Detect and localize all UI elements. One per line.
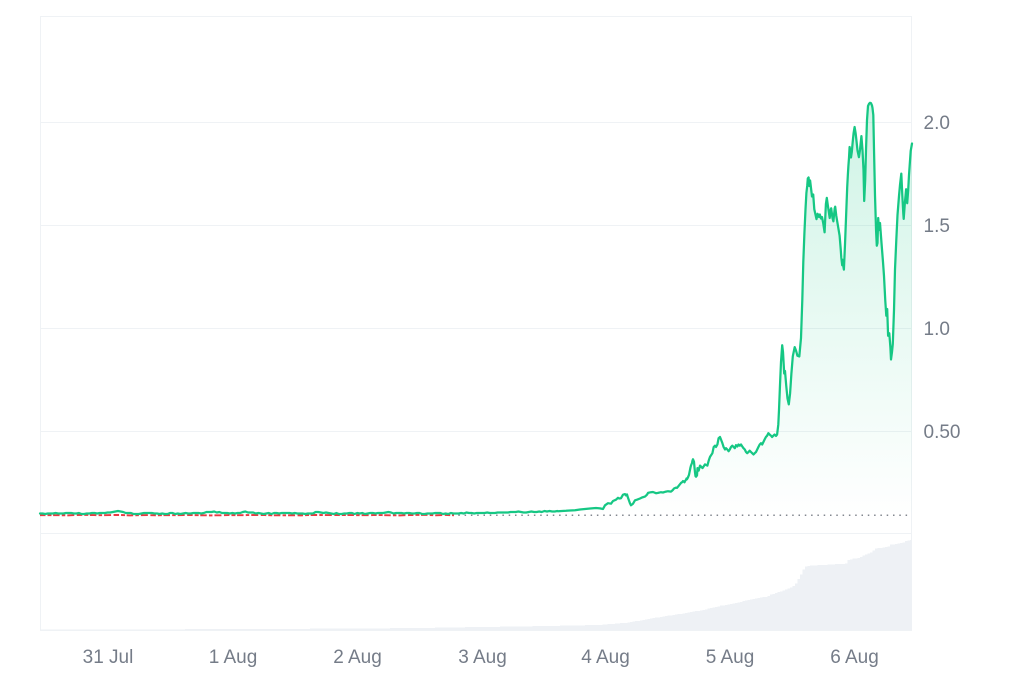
svg-text:1.0: 1.0 bbox=[924, 319, 950, 340]
svg-text:2.0: 2.0 bbox=[924, 113, 950, 134]
svg-text:1 Aug: 1 Aug bbox=[209, 647, 258, 668]
svg-text:0.50: 0.50 bbox=[924, 422, 961, 443]
svg-text:3 Aug: 3 Aug bbox=[458, 647, 507, 668]
svg-text:4 Aug: 4 Aug bbox=[581, 647, 630, 668]
svg-text:31 Jul: 31 Jul bbox=[83, 647, 134, 668]
svg-text:2 Aug: 2 Aug bbox=[333, 647, 382, 668]
svg-text:1.5: 1.5 bbox=[924, 216, 950, 237]
svg-text:6 Aug: 6 Aug bbox=[830, 647, 879, 668]
svg-text:5 Aug: 5 Aug bbox=[706, 647, 755, 668]
